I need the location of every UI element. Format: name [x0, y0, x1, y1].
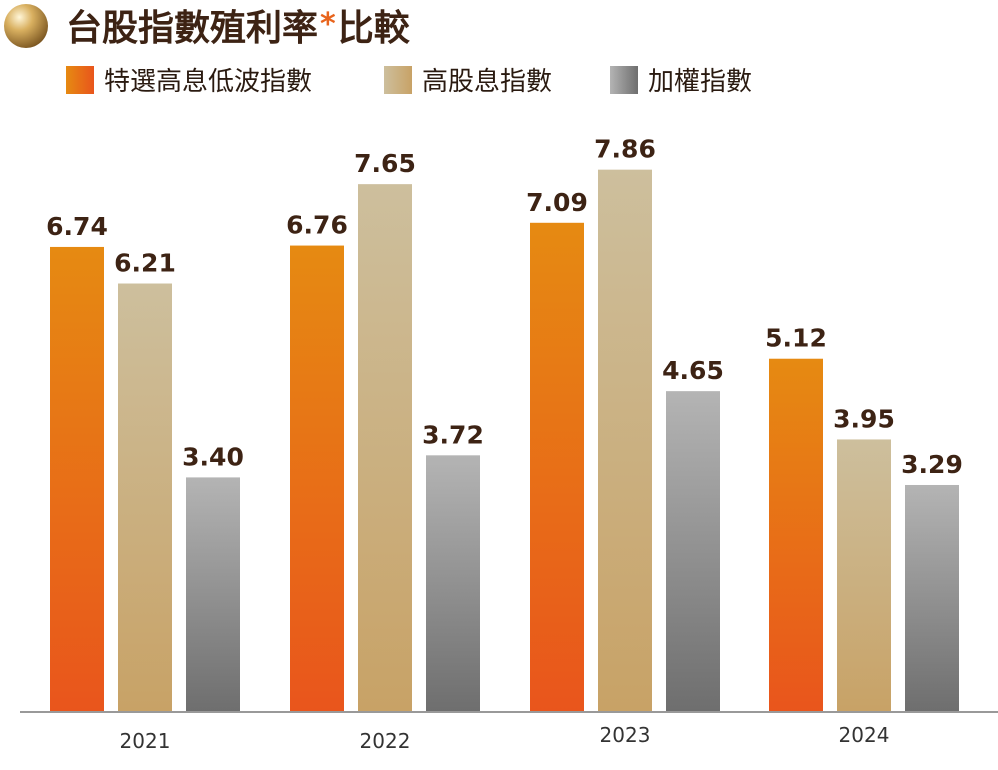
title-asterisk: * [320, 7, 336, 42]
value-label-2021-series-1: 6.74 [46, 212, 108, 241]
value-label-2023-series-3: 4.65 [662, 356, 724, 385]
value-label-2022-series-2: 7.65 [354, 149, 416, 178]
title-main: 台股指數殖利率 [66, 8, 318, 49]
bars-group [50, 169, 959, 713]
bar-2021-series-1 [50, 246, 104, 712]
bar-2023-series-3 [666, 391, 720, 712]
legend-label-series-1: 特選高息低波指數 [104, 67, 312, 97]
legend: 特選高息低波指數 高股息指數 加權指數 [66, 66, 752, 97]
bar-2022-series-2 [358, 184, 412, 712]
bar-2022-series-3 [426, 455, 480, 712]
legend-label-series-2: 高股息指數 [422, 67, 552, 97]
value-label-2024-series-2: 3.95 [833, 404, 895, 433]
x-axis-ticks: 2021 2022 2023 2024 [120, 723, 890, 753]
bar-2024-series-3 [905, 484, 959, 712]
title-bullet-icon [4, 4, 48, 48]
value-label-2022-series-1: 6.76 [286, 211, 348, 240]
value-label-2022-series-3: 3.72 [422, 420, 484, 449]
title-suffix: 比較 [338, 8, 411, 49]
value-label-2021-series-2: 6.21 [114, 249, 176, 278]
bar-2021-series-2 [118, 283, 172, 712]
legend-swatch-series-2 [384, 66, 412, 94]
x-tick-label-2021: 2021 [120, 729, 171, 753]
bar-2023-series-2 [598, 169, 652, 712]
bar-2023-series-1 [530, 222, 584, 713]
value-label-2021-series-3: 3.40 [182, 442, 244, 471]
value-label-2023-series-2: 7.86 [594, 135, 656, 164]
legend-swatch-series-3 [610, 66, 638, 94]
bar-2024-series-1 [769, 358, 823, 712]
x-tick-label-2024: 2024 [839, 723, 890, 747]
legend-label-series-3: 加權指數 [648, 67, 752, 97]
bar-2022-series-1 [290, 245, 344, 712]
legend-swatch-series-1 [66, 66, 94, 94]
x-tick-label-2023: 2023 [600, 723, 651, 747]
value-label-2023-series-1: 7.09 [526, 188, 588, 217]
bar-2021-series-3 [186, 477, 240, 712]
bar-2024-series-2 [837, 439, 891, 712]
value-label-2024-series-3: 3.29 [901, 450, 963, 479]
value-label-2024-series-1: 5.12 [765, 324, 827, 353]
value-labels-group: 6.746.21 3.40 6.76 7.65 3.72 7.097.86 4.65 5.12… [46, 135, 963, 479]
x-tick-label-2022: 2022 [360, 729, 411, 753]
chart-title: 台股指數殖利率*比較 [66, 7, 411, 49]
